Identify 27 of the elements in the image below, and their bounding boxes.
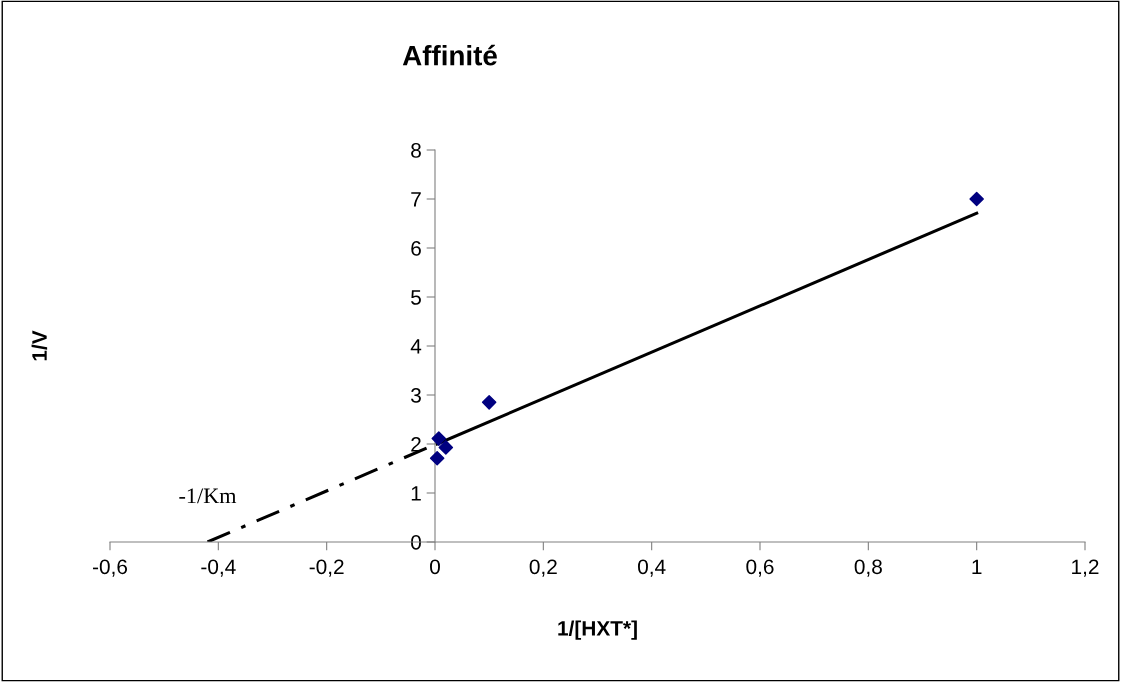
y-tick-label: 1 bbox=[411, 486, 421, 501]
annotation: -1/Km bbox=[179, 488, 237, 504]
point bbox=[431, 431, 447, 446]
point bbox=[429, 450, 445, 466]
y-tick-label: 6 bbox=[411, 241, 421, 256]
x-tick-label: 1 bbox=[972, 559, 982, 574]
x-tick-label: 0,4 bbox=[638, 559, 666, 577]
y-axis-title: 1/V bbox=[31, 330, 48, 361]
y-tick-label: 8 bbox=[411, 143, 421, 158]
y-tick-label: 0 bbox=[411, 535, 421, 550]
x-tick-label: -0,2 bbox=[309, 559, 344, 577]
y-tick-label: 5 bbox=[411, 290, 421, 305]
x-tick-label: 1,2 bbox=[1072, 559, 1099, 577]
y-tick-label: 3 bbox=[411, 388, 421, 403]
x-tick-label: -0,6 bbox=[92, 559, 128, 577]
x-tick-label: -0,4 bbox=[201, 559, 236, 577]
x-tick-label: 0 bbox=[430, 559, 440, 575]
point bbox=[969, 191, 984, 207]
x-axis-title: 1/[HXT*] bbox=[558, 620, 637, 640]
point bbox=[481, 395, 497, 410]
y-tick-label: 7 bbox=[411, 192, 421, 207]
y-tick-label: 4 bbox=[410, 339, 422, 354]
x-tick-label: 0,8 bbox=[854, 559, 882, 577]
point bbox=[438, 440, 454, 455]
chart-title: Affinité bbox=[402, 44, 497, 66]
x-tick-label: 0,2 bbox=[529, 559, 557, 577]
x-tick-label: 0,6 bbox=[746, 559, 774, 577]
